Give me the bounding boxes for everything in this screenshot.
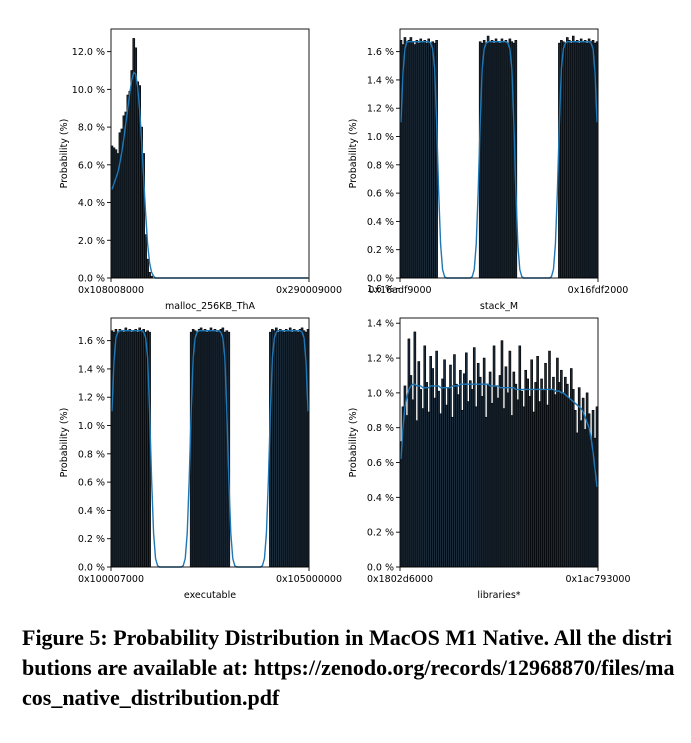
y-tick-label: 1.0 %	[367, 132, 394, 143]
y-axis-label: Probability (%)	[348, 119, 359, 189]
axes-frame	[399, 28, 599, 279]
y-tick-label: 0.2 %	[367, 528, 394, 539]
x-tick-label: 0x1802d6000	[367, 574, 433, 585]
axes-frame	[110, 28, 310, 279]
x-tick-label: 0x16fdf2000	[568, 285, 629, 296]
y-axis-label: Probability (%)	[348, 408, 359, 478]
y-tick-label: 0.6 %	[367, 458, 394, 469]
y-tick-label: 1.6 %	[78, 336, 105, 347]
y-tick-label: 10.0 %	[72, 85, 105, 96]
y-tick-label: 0.4 %	[367, 493, 394, 504]
y-tick-label: 0.2 %	[78, 534, 105, 545]
y-tick-label: 0.4 %	[367, 217, 394, 228]
y-tick-label: 1.6 %	[367, 284, 394, 295]
y-axis-label: Probability (%)	[59, 408, 70, 478]
y-tick-label: 0.8 %	[78, 449, 105, 460]
y-tick-label: 0.0 %	[367, 563, 394, 574]
chart-panel-1: 0.0 % 2.0 % 4.0 % 6.0 % 8.0 % 10.0 % 12.0 % 0x1…	[59, 28, 342, 312]
y-tick-label: 1.0 %	[78, 421, 105, 432]
y-tick-label: 1.2 %	[367, 354, 394, 365]
y-tick-label: 0.6 %	[367, 189, 394, 200]
y-tick-label: 1.4 %	[367, 75, 394, 86]
y-tick-label: 1.4 %	[367, 319, 394, 330]
axes-frame	[399, 317, 599, 568]
y-tick-label: 0.2 %	[367, 245, 394, 256]
y-tick-label: 0.8 %	[367, 423, 394, 434]
x-tick-label: 0x100007000	[78, 574, 144, 585]
figure-caption: Figure 5: Probability Distribution in Ma…	[22, 625, 675, 710]
kde-line	[400, 41, 598, 279]
x-tick-label: 0x105000000	[276, 574, 342, 585]
y-tick-label: 1.2 %	[78, 393, 105, 404]
y-tick-label: 1.6 %	[367, 47, 394, 58]
chart-panel-2: 0.0 % 0.2 % 0.4 % 0.6 % 0.8 % 1.0 % 1.2 % 1.4 %…	[348, 28, 629, 312]
y-tick-label: 0.0 %	[78, 274, 105, 285]
x-axis-label: stack_M	[480, 301, 518, 312]
x-tick-label: 0x290009000	[276, 285, 342, 296]
kde-line	[111, 330, 309, 568]
x-tick-label: 0x108008000	[78, 285, 144, 296]
y-tick-label: 0.0 %	[367, 274, 394, 285]
y-tick-label: 6.0 %	[78, 160, 105, 171]
x-axis-label: libraries*	[477, 590, 520, 601]
chart-panel-4: 0.0 % 0.2 % 0.4 % 0.6 % 0.8 % 1.0 % 1.2 % 1.4 %…	[348, 284, 631, 601]
axes-frame	[110, 317, 310, 568]
y-tick-label: 1.2 %	[367, 104, 394, 115]
y-tick-label: 8.0 %	[78, 123, 105, 134]
chart-panel-3: 0.0 % 0.2 % 0.4 % 0.6 % 0.8 % 1.0 % 1.2 % 1.4 %…	[59, 317, 342, 601]
y-tick-label: 0.6 %	[78, 478, 105, 489]
y-tick-label: 1.0 %	[367, 388, 394, 399]
y-tick-label: 12.0 %	[72, 47, 105, 58]
y-tick-label: 0.8 %	[367, 160, 394, 171]
x-tick-label: 0x1ac793000	[565, 574, 630, 585]
y-tick-label: 2.0 %	[78, 236, 105, 247]
x-axis-label: executable	[184, 590, 236, 601]
x-tick-label: 0x16adf9000	[368, 285, 431, 296]
y-tick-label: 1.4 %	[78, 364, 105, 375]
kde-line	[400, 383, 598, 487]
x-axis-label: malloc_256KB_ThA	[165, 301, 256, 312]
y-tick-label: 4.0 %	[78, 198, 105, 209]
y-axis-label: Probability (%)	[59, 119, 70, 189]
y-tick-label: 0.0 %	[78, 563, 105, 574]
y-tick-label: 0.4 %	[78, 506, 105, 517]
